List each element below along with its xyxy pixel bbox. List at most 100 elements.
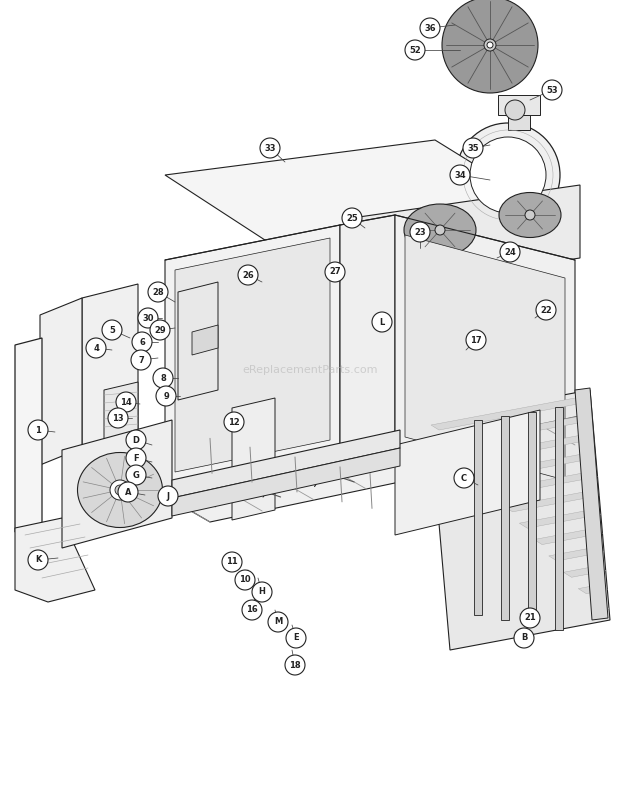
Circle shape xyxy=(342,208,362,228)
Polygon shape xyxy=(15,338,42,532)
Circle shape xyxy=(153,368,173,388)
Polygon shape xyxy=(340,215,395,450)
Text: 29: 29 xyxy=(154,326,166,335)
Text: K: K xyxy=(35,555,41,565)
Text: G: G xyxy=(133,471,140,479)
Text: 30: 30 xyxy=(142,313,154,323)
Text: 16: 16 xyxy=(246,605,258,615)
Polygon shape xyxy=(172,448,400,516)
Circle shape xyxy=(126,430,146,450)
Text: B: B xyxy=(521,634,527,642)
Text: 24: 24 xyxy=(504,248,516,256)
Circle shape xyxy=(28,420,48,440)
Text: 21: 21 xyxy=(524,614,536,623)
Polygon shape xyxy=(564,566,606,577)
Circle shape xyxy=(242,600,262,620)
Circle shape xyxy=(542,80,562,100)
Circle shape xyxy=(131,350,151,370)
Text: 13: 13 xyxy=(112,414,124,422)
Circle shape xyxy=(86,338,106,358)
Circle shape xyxy=(115,485,125,495)
Text: 28: 28 xyxy=(152,287,164,297)
Circle shape xyxy=(224,412,244,432)
Text: 36: 36 xyxy=(424,24,436,32)
Polygon shape xyxy=(395,410,540,535)
Circle shape xyxy=(450,165,470,185)
Polygon shape xyxy=(575,388,608,620)
Polygon shape xyxy=(104,382,138,440)
Circle shape xyxy=(285,655,305,675)
Circle shape xyxy=(525,210,535,220)
Circle shape xyxy=(463,138,483,158)
Polygon shape xyxy=(192,325,218,355)
Polygon shape xyxy=(172,425,575,522)
Circle shape xyxy=(466,330,486,350)
Circle shape xyxy=(222,552,242,572)
Text: 4: 4 xyxy=(93,343,99,353)
Polygon shape xyxy=(352,185,580,292)
Text: 8: 8 xyxy=(160,373,166,383)
Text: 23: 23 xyxy=(414,228,426,237)
Text: 14: 14 xyxy=(120,398,132,407)
Polygon shape xyxy=(165,225,340,485)
Circle shape xyxy=(405,40,425,60)
Circle shape xyxy=(420,18,440,38)
Circle shape xyxy=(325,262,345,282)
Polygon shape xyxy=(461,434,595,463)
Polygon shape xyxy=(593,604,609,610)
Circle shape xyxy=(268,612,288,632)
Circle shape xyxy=(536,300,556,320)
Circle shape xyxy=(235,570,255,590)
Text: 34: 34 xyxy=(454,171,466,180)
Circle shape xyxy=(138,308,158,328)
Polygon shape xyxy=(528,412,536,625)
Text: D: D xyxy=(133,436,140,445)
Circle shape xyxy=(238,265,258,285)
Circle shape xyxy=(505,100,525,120)
Text: H: H xyxy=(259,588,265,596)
Polygon shape xyxy=(501,416,509,620)
Text: C: C xyxy=(461,474,467,483)
Circle shape xyxy=(150,320,170,340)
Polygon shape xyxy=(175,238,330,472)
Circle shape xyxy=(372,312,392,332)
Text: 11: 11 xyxy=(226,558,238,566)
Polygon shape xyxy=(405,235,565,480)
Text: 5: 5 xyxy=(109,326,115,335)
Polygon shape xyxy=(446,415,593,446)
Circle shape xyxy=(484,39,496,51)
Circle shape xyxy=(454,468,474,488)
Text: 53: 53 xyxy=(546,85,558,94)
Circle shape xyxy=(28,550,48,570)
Polygon shape xyxy=(555,407,563,630)
Circle shape xyxy=(286,628,306,648)
Polygon shape xyxy=(520,509,601,528)
Polygon shape xyxy=(82,284,138,448)
Circle shape xyxy=(442,0,538,93)
Text: 25: 25 xyxy=(346,214,358,222)
Polygon shape xyxy=(431,396,591,430)
Text: 10: 10 xyxy=(239,576,251,585)
Text: 6: 6 xyxy=(139,338,145,346)
Circle shape xyxy=(148,282,168,302)
Circle shape xyxy=(116,392,136,412)
Text: 33: 33 xyxy=(264,143,276,153)
Circle shape xyxy=(260,138,280,158)
Circle shape xyxy=(435,225,445,235)
Circle shape xyxy=(158,486,178,506)
Text: E: E xyxy=(293,634,299,642)
Polygon shape xyxy=(534,528,603,544)
Circle shape xyxy=(126,465,146,485)
Polygon shape xyxy=(172,430,400,498)
Text: M: M xyxy=(274,618,282,626)
Text: 9: 9 xyxy=(163,392,169,400)
Polygon shape xyxy=(232,398,275,520)
Circle shape xyxy=(487,42,493,48)
Ellipse shape xyxy=(78,452,162,528)
Text: 1: 1 xyxy=(35,426,41,434)
Circle shape xyxy=(110,480,130,500)
Circle shape xyxy=(456,123,560,227)
Text: 26: 26 xyxy=(242,271,254,279)
Text: eReplacementParts.com: eReplacementParts.com xyxy=(242,365,378,375)
Text: 22: 22 xyxy=(540,305,552,315)
